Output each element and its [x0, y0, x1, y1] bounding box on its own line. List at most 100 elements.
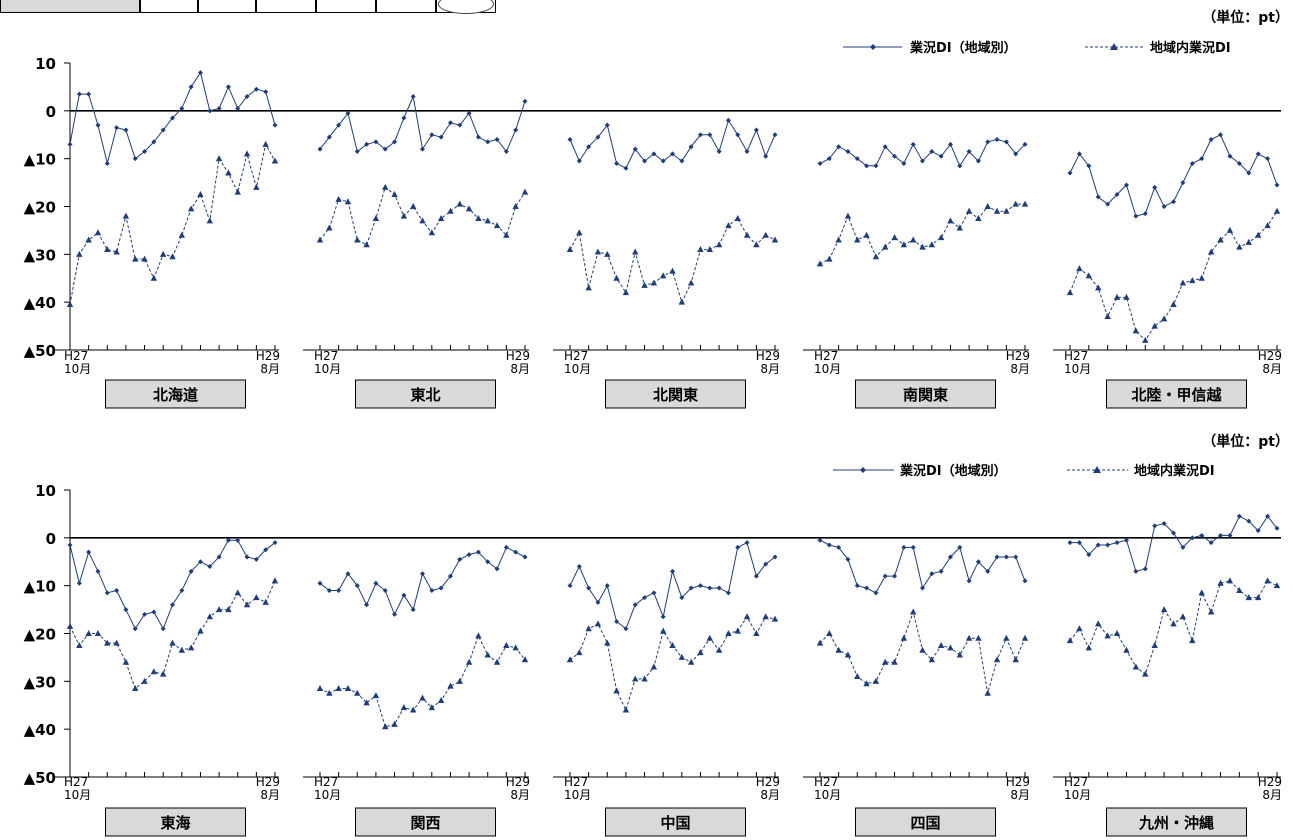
point-business	[1274, 525, 1280, 531]
point-business	[586, 585, 592, 591]
point-business	[188, 84, 194, 90]
point-business	[1123, 537, 1129, 543]
point-regional	[503, 641, 510, 648]
point-business	[373, 139, 379, 145]
point-business	[1171, 530, 1176, 536]
region-box	[1106, 807, 1247, 837]
point-business	[735, 132, 741, 138]
point-business	[772, 132, 778, 138]
point-regional	[512, 203, 519, 209]
point-business	[1208, 137, 1214, 143]
point-business	[235, 105, 241, 111]
point-business	[114, 125, 120, 131]
point-regional	[243, 150, 251, 157]
point-regional	[622, 289, 630, 296]
point-regional	[344, 685, 352, 692]
point-business	[716, 148, 722, 154]
point-business	[845, 556, 851, 562]
point-regional	[428, 229, 436, 236]
point-regional	[715, 241, 723, 248]
x-end-label-year: H29	[506, 349, 530, 363]
point-business	[272, 540, 278, 546]
point-regional	[234, 589, 241, 596]
point-business	[225, 537, 231, 543]
region-title: 関西	[410, 814, 440, 832]
point-regional	[456, 200, 463, 207]
point-business	[76, 580, 82, 586]
point-business	[132, 156, 138, 162]
point-business	[160, 127, 166, 133]
point-business	[920, 585, 925, 591]
x-start-label-year: H27	[1064, 775, 1088, 789]
point-business	[420, 146, 425, 152]
point-regional	[76, 641, 83, 648]
point-business	[67, 542, 73, 548]
point-business	[707, 585, 713, 591]
point-regional	[1170, 620, 1177, 627]
point-regional	[1264, 577, 1271, 584]
point-regional	[113, 248, 120, 255]
point-regional	[965, 634, 973, 641]
point-regional	[465, 205, 473, 212]
point-regional	[493, 658, 501, 665]
point-regional	[706, 634, 713, 641]
x-end-label-month: 8月	[760, 788, 780, 802]
point-business	[576, 564, 582, 570]
legend-top: 業況DI（地域別） 地域内業況DI	[843, 40, 1231, 56]
point-business	[475, 134, 481, 140]
point-regional	[113, 639, 120, 646]
point-regional	[872, 677, 880, 684]
point-business	[326, 134, 332, 140]
point-regional	[753, 241, 760, 248]
point-business	[670, 568, 675, 574]
point-business	[382, 146, 388, 152]
point-business	[947, 141, 953, 147]
point-regional	[891, 658, 898, 665]
series-line-regional	[319, 186, 526, 246]
point-business	[744, 148, 750, 154]
point-business	[1227, 532, 1233, 538]
point-regional	[141, 677, 148, 684]
region-box	[105, 379, 246, 409]
point-business	[994, 137, 1000, 143]
point-business	[1255, 151, 1261, 157]
point-regional	[753, 630, 760, 636]
x-start-label-month: 10月	[564, 788, 591, 802]
point-regional	[484, 651, 491, 658]
point-regional	[743, 613, 751, 620]
point-regional	[1254, 231, 1262, 238]
point-business	[438, 134, 444, 140]
point-business	[503, 544, 509, 550]
point-regional	[594, 620, 602, 627]
point-regional	[706, 246, 713, 253]
point-regional	[1226, 226, 1234, 233]
point-regional	[1066, 637, 1074, 644]
point-business	[576, 158, 582, 164]
point-business	[1067, 170, 1073, 176]
point-regional	[1142, 336, 1149, 343]
point-business	[985, 568, 991, 574]
region-title: 東海	[160, 814, 190, 832]
point-regional	[335, 685, 342, 692]
point-business	[207, 108, 213, 114]
point-regional	[937, 641, 945, 648]
point-business	[929, 148, 935, 154]
series-line-business	[569, 541, 776, 630]
point-business	[317, 580, 323, 586]
point-regional	[1095, 620, 1102, 627]
point-regional	[697, 246, 704, 253]
point-business	[651, 590, 657, 596]
point-regional	[826, 630, 833, 636]
point-regional	[1132, 327, 1140, 334]
point-business	[938, 568, 944, 574]
point-regional	[993, 207, 1001, 214]
point-regional	[1207, 248, 1215, 255]
point-business	[632, 602, 638, 608]
point-regional	[984, 203, 991, 209]
region-title: 北海道	[153, 386, 198, 404]
point-business	[364, 141, 370, 147]
x-start-label-month: 10月	[1064, 788, 1091, 802]
point-business	[263, 547, 269, 553]
